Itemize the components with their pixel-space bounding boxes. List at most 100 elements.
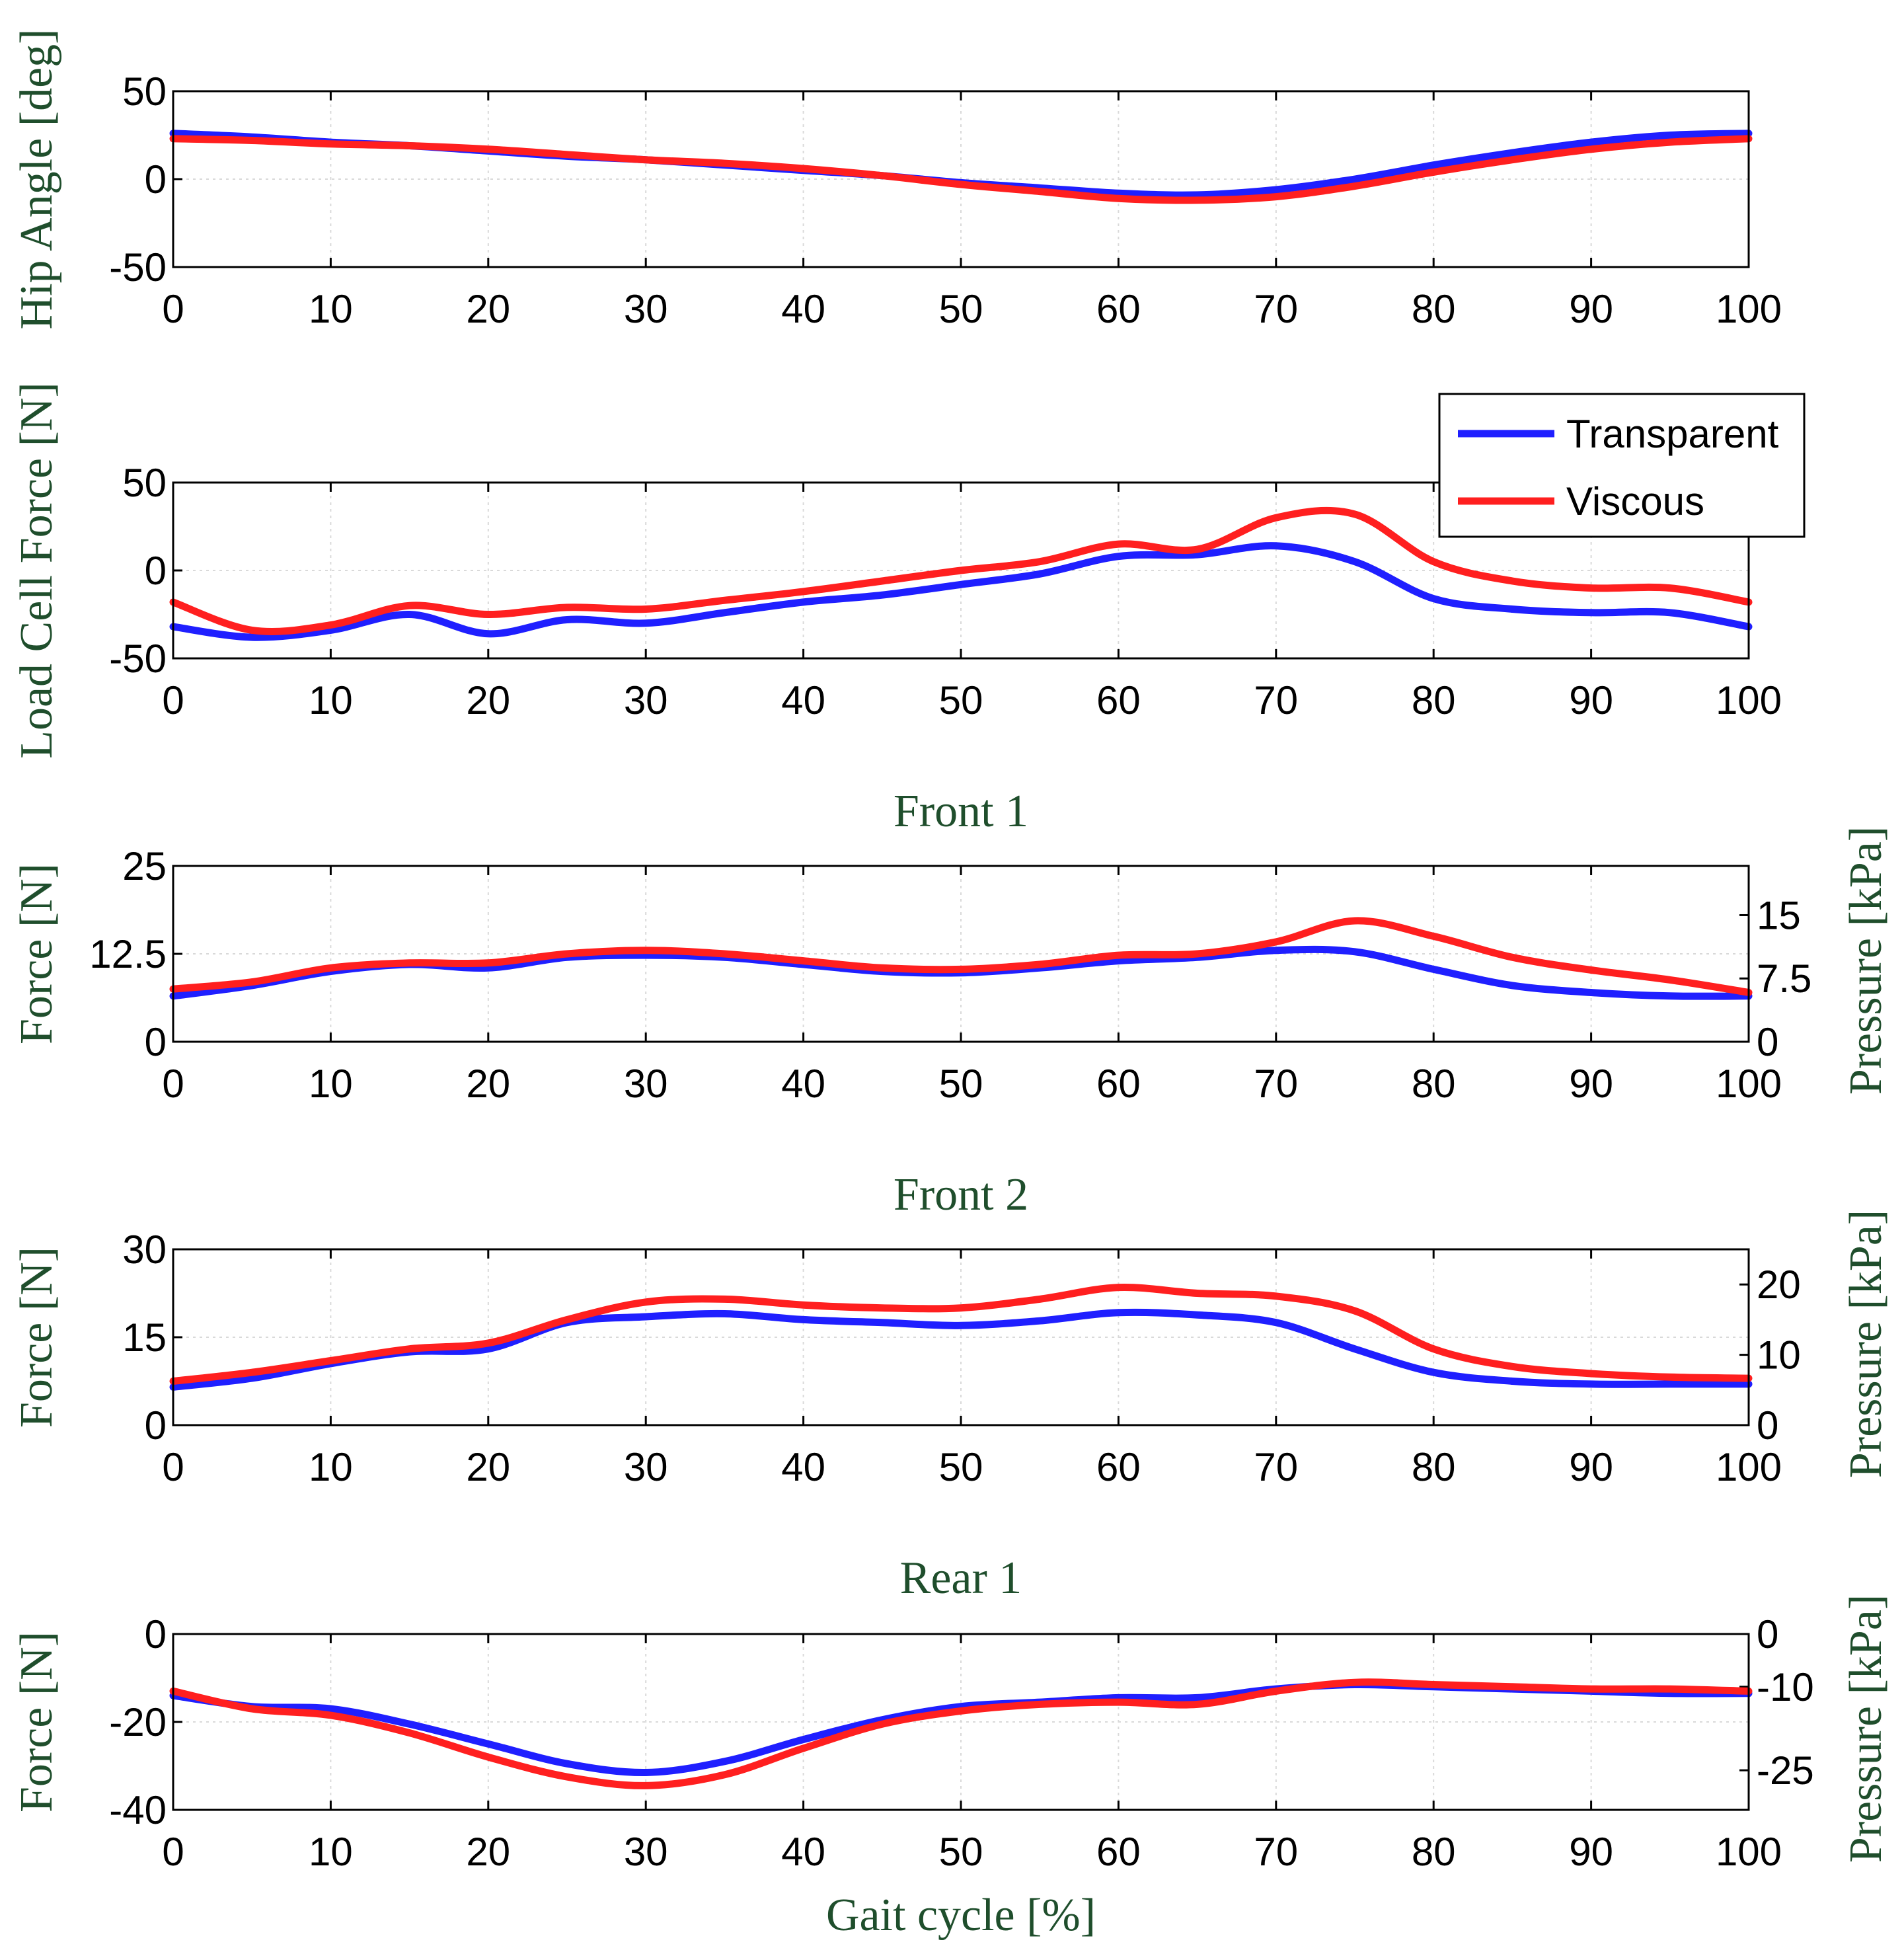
y-tick-label: -50 xyxy=(109,637,167,681)
x-tick-label: 90 xyxy=(1569,287,1613,331)
x-tick-label: 60 xyxy=(1096,1830,1141,1874)
y-tick-label: 0 xyxy=(145,549,167,593)
y-right-tick-label: 10 xyxy=(1757,1333,1801,1378)
x-tick-label: 0 xyxy=(162,678,184,722)
axes-frame xyxy=(172,1633,1750,1811)
y-tick-label: 25 xyxy=(122,844,167,888)
x-tick-label: 60 xyxy=(1096,1062,1141,1106)
y-axis-label: Force [N] xyxy=(11,1631,62,1812)
x-tick-label: 0 xyxy=(162,287,184,331)
x-tick-label: 20 xyxy=(466,1830,510,1874)
x-tick-label: 20 xyxy=(466,287,510,331)
panel-title: Rear 1 xyxy=(900,1553,1022,1604)
x-tick-label: 40 xyxy=(781,1830,825,1874)
axes-frame xyxy=(172,865,1750,1043)
legend: Transparent Viscous xyxy=(1438,393,1806,538)
y-tick-label: -40 xyxy=(109,1788,167,1832)
x-tick-label: 10 xyxy=(309,1830,353,1874)
x-tick-label: 100 xyxy=(1716,1445,1782,1489)
x-tick-label: 10 xyxy=(309,287,353,331)
x-tick-label: 70 xyxy=(1254,287,1298,331)
x-tick-label: 50 xyxy=(939,678,983,722)
x-tick-label: 0 xyxy=(162,1830,184,1874)
x-tick-label: 90 xyxy=(1569,1062,1613,1106)
y-tick-label: 0 xyxy=(145,1403,167,1448)
x-axis-label: Gait cycle [%] xyxy=(826,1890,1096,1941)
panel-title: Front 2 xyxy=(894,1169,1028,1220)
x-tick-label: 80 xyxy=(1412,678,1456,722)
x-tick-label: 40 xyxy=(781,678,825,722)
y-axis-label: Force [N] xyxy=(11,863,62,1044)
axes-frame xyxy=(172,481,1750,660)
x-tick-label: 100 xyxy=(1716,678,1782,722)
x-tick-label: 90 xyxy=(1569,1445,1613,1489)
x-tick-label: 80 xyxy=(1412,1062,1456,1106)
y-axis-label-right: Pressure [kPa] xyxy=(1841,1210,1891,1478)
x-tick-label: 50 xyxy=(939,287,983,331)
x-tick-label: 30 xyxy=(624,1830,668,1874)
x-tick-label: 30 xyxy=(624,287,668,331)
panel-rear-1: 0 10 20 30 40 50 60 70 80 90 100 -40 -20 0 0 -10 -25 Forc… xyxy=(11,1553,1891,1941)
axes-frame xyxy=(172,1248,1750,1426)
x-tick-label: 10 xyxy=(309,678,353,722)
series-line-viscous-load-cell-force xyxy=(169,506,1753,635)
y-axis-label-right: Pressure [kPa] xyxy=(1841,826,1891,1095)
y-right-tick-label: 0 xyxy=(1757,1403,1778,1448)
y-axis-label: Hip Angle [deg] xyxy=(11,29,62,330)
y-tick-label: 15 xyxy=(122,1315,167,1360)
panel-front-1: 0 10 20 30 40 50 60 70 80 90 100012.52507.515Force… xyxy=(11,786,1891,1106)
series-line-viscous-front-2 xyxy=(169,1283,1753,1385)
y-right-tick-label: 15 xyxy=(1757,893,1801,937)
legend-label-transparent: Transparent xyxy=(1566,412,1779,456)
legend-label-viscous: Viscous xyxy=(1566,479,1704,524)
panel-title: Front 1 xyxy=(894,786,1028,837)
y-tick-label: 50 xyxy=(122,69,167,114)
y-tick-label: 0 xyxy=(145,1020,167,1064)
x-tick-label: 30 xyxy=(624,1445,668,1489)
y-tick-label: 0 xyxy=(145,1612,167,1656)
series-line-transparent-front-2 xyxy=(169,1308,1753,1391)
x-tick-label: 40 xyxy=(781,1062,825,1106)
series-line-viscous-rear-1 xyxy=(169,1678,1753,1789)
x-tick-label: 90 xyxy=(1569,678,1613,722)
x-tick-label: 20 xyxy=(466,678,510,722)
x-tick-label: 80 xyxy=(1412,1830,1456,1874)
y-right-tick-label: -25 xyxy=(1757,1748,1814,1793)
x-tick-label: 90 xyxy=(1569,1830,1613,1874)
series-line-transparent-load-cell-force xyxy=(169,542,1753,641)
x-tick-label: 10 xyxy=(309,1062,353,1106)
x-tick-label: 100 xyxy=(1716,287,1782,331)
x-tick-label: 40 xyxy=(781,1445,825,1489)
x-tick-label: 100 xyxy=(1716,1062,1782,1106)
x-tick-label: 60 xyxy=(1096,287,1141,331)
x-tick-label: 0 xyxy=(162,1062,184,1106)
y-tick-label: 12.5 xyxy=(89,932,167,976)
x-tick-label: 80 xyxy=(1412,1445,1456,1489)
series-line-viscous-hip-angle xyxy=(169,135,1753,204)
x-tick-label: 70 xyxy=(1254,678,1298,722)
y-right-tick-label: 0 xyxy=(1757,1020,1778,1064)
x-tick-label: 60 xyxy=(1096,1445,1141,1489)
x-tick-label: 70 xyxy=(1254,1830,1298,1874)
y-right-tick-label: 0 xyxy=(1757,1612,1778,1656)
x-tick-label: 50 xyxy=(939,1830,983,1874)
y-axis-label: Load Cell Force [N] xyxy=(11,382,62,759)
x-tick-label: 70 xyxy=(1254,1062,1298,1106)
x-tick-label: 20 xyxy=(466,1445,510,1489)
axes-frame xyxy=(172,90,1750,268)
x-tick-label: 30 xyxy=(624,1062,668,1106)
x-tick-label: 70 xyxy=(1254,1445,1298,1489)
legend-box xyxy=(1438,393,1806,538)
y-tick-label: -20 xyxy=(109,1700,167,1744)
x-tick-label: 100 xyxy=(1716,1830,1782,1874)
x-tick-label: 60 xyxy=(1096,678,1141,722)
x-tick-label: 50 xyxy=(939,1445,983,1489)
y-right-tick-label: 7.5 xyxy=(1757,956,1811,1001)
y-axis-label: Force [N] xyxy=(11,1247,62,1428)
y-tick-label: 50 xyxy=(122,461,167,505)
x-tick-label: 10 xyxy=(309,1445,353,1489)
